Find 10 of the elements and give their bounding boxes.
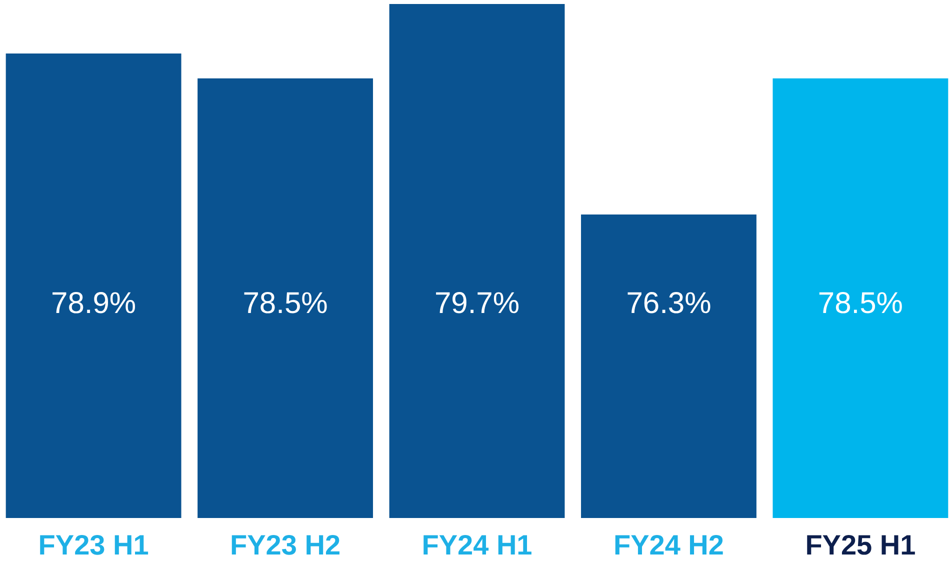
- x-tick-label: FY25 H1: [805, 530, 916, 560]
- x-tick-label: FY23 H2: [230, 530, 341, 560]
- x-tick-label: FY24 H2: [613, 530, 724, 560]
- data-label: 79.7%: [434, 287, 520, 320]
- x-tick-label: FY24 H1: [422, 530, 532, 560]
- data-label: 78.9%: [51, 287, 136, 320]
- x-tick-label: FY23 H1: [38, 530, 149, 560]
- data-label: 76.3%: [626, 287, 712, 320]
- data-label: 78.5%: [242, 287, 328, 320]
- data-label: 78.5%: [818, 287, 903, 320]
